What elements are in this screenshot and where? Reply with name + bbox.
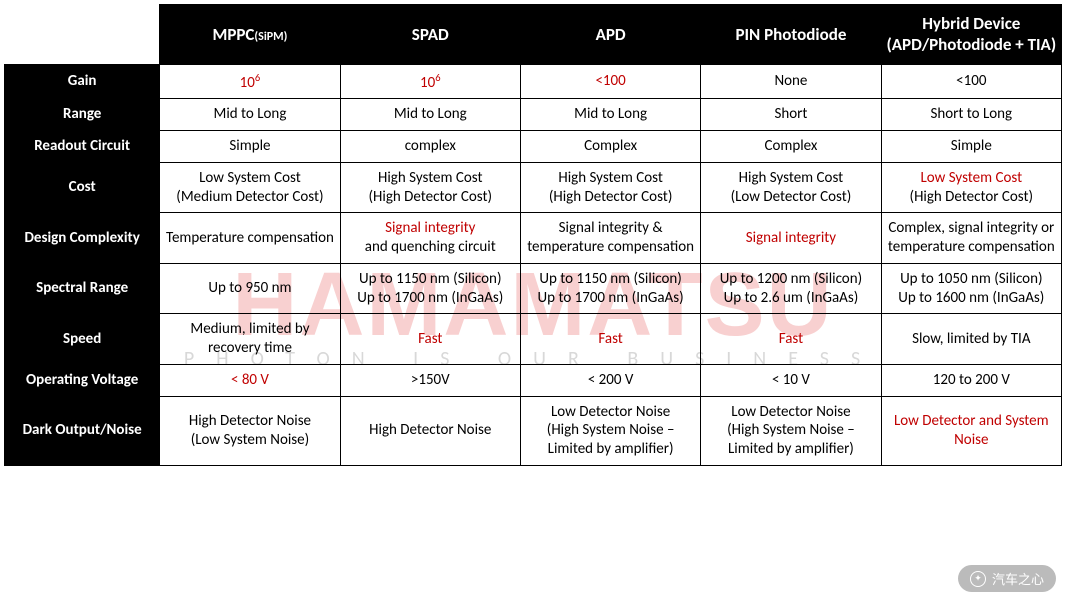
table-cell: 106	[160, 64, 340, 99]
table-cell: < 200 V	[520, 364, 700, 396]
table-cell: Mid to Long	[340, 99, 520, 131]
table-cell: Mid to Long	[160, 99, 340, 131]
table-cell: High System Cost(Low Detector Cost)	[701, 162, 881, 213]
table-cell: Complex	[520, 131, 700, 163]
table-cell: Up to 950 nm	[160, 263, 340, 314]
table-body: Gain106106<100None<100RangeMid to LongMi…	[5, 64, 1062, 465]
table-cell: Low Detector Noise(High System Noise – L…	[520, 396, 700, 465]
table-cell: <100	[881, 64, 1061, 99]
table-cell: Mid to Long	[520, 99, 700, 131]
table-row: RangeMid to LongMid to LongMid to LongSh…	[5, 99, 1062, 131]
table-cell: Complex	[701, 131, 881, 163]
table-cell: None	[701, 64, 881, 99]
table-cell: Slow, limited by TIA	[881, 314, 1061, 365]
table-cell: High Detector Noise	[340, 396, 520, 465]
table-row: Operating Voltage< 80 V>150V< 200 V< 10 …	[5, 364, 1062, 396]
row-label: Gain	[5, 64, 160, 99]
table-cell: Fast	[340, 314, 520, 365]
table-cell: 120 to 200 V	[881, 364, 1061, 396]
table-cell: Low Detector and System Noise	[881, 396, 1061, 465]
table-cell: High Detector Noise(Low System Noise)	[160, 396, 340, 465]
row-label: Readout Circuit	[5, 131, 160, 163]
table-cell: >150V	[340, 364, 520, 396]
row-label: Spectral Range	[5, 263, 160, 314]
table-cell: Complex, signal integrity or temperature…	[881, 213, 1061, 264]
column-header: MPPC(SiPM)	[160, 5, 340, 65]
table-cell: Temperature compensation	[160, 213, 340, 264]
table-row: CostLow System Cost(Medium Detector Cost…	[5, 162, 1062, 213]
table-cell: Simple	[160, 131, 340, 163]
table-cell: <100	[520, 64, 700, 99]
table-cell: Simple	[881, 131, 1061, 163]
column-header: Hybrid Device (APD/Photodiode + TIA)	[881, 5, 1061, 65]
column-header: APD	[520, 5, 700, 65]
row-label: Dark Output/Noise	[5, 396, 160, 465]
table-cell: Medium, limited by recovery time	[160, 314, 340, 365]
table-cell: Signal integrity	[701, 213, 881, 264]
column-header: SPAD	[340, 5, 520, 65]
source-badge: ✦ 汽车之心	[958, 565, 1056, 592]
row-label: Cost	[5, 162, 160, 213]
table-row: SpeedMedium, limited by recovery timeFas…	[5, 314, 1062, 365]
table-cell: Short to Long	[881, 99, 1061, 131]
table-cell: < 80 V	[160, 364, 340, 396]
table-cell: Signal integrity & temperature compensat…	[520, 213, 700, 264]
header-corner	[5, 5, 160, 65]
table-cell: Signal integrityand quenching circuit	[340, 213, 520, 264]
table-cell: High System Cost(High Detector Cost)	[340, 162, 520, 213]
badge-icon: ✦	[970, 571, 986, 587]
table-row: Spectral RangeUp to 950 nmUp to 1150 nm …	[5, 263, 1062, 314]
table-row: Readout CircuitSimplecomplexComplexCompl…	[5, 131, 1062, 163]
table-cell: Up to 1150 nm (Silicon)Up to 1700 nm (In…	[340, 263, 520, 314]
table-header: MPPC(SiPM)SPADAPDPIN PhotodiodeHybrid De…	[5, 5, 1062, 65]
table-cell: Up to 1200 nm (Silicon)Up to 2.6 um (InG…	[701, 263, 881, 314]
row-label: Range	[5, 99, 160, 131]
badge-text: 汽车之心	[992, 569, 1044, 588]
table-row: Dark Output/NoiseHigh Detector Noise(Low…	[5, 396, 1062, 465]
row-label: Operating Voltage	[5, 364, 160, 396]
table-cell: < 10 V	[701, 364, 881, 396]
comparison-table: MPPC(SiPM)SPADAPDPIN PhotodiodeHybrid De…	[4, 4, 1062, 466]
table-cell: Low System Cost(High Detector Cost)	[881, 162, 1061, 213]
table-cell: complex	[340, 131, 520, 163]
table-cell: High System Cost(High Detector Cost)	[520, 162, 700, 213]
table-cell: Fast	[520, 314, 700, 365]
table-row: Design ComplexityTemperature compensatio…	[5, 213, 1062, 264]
table-cell: Up to 1050 nm (Silicon)Up to 1600 nm (In…	[881, 263, 1061, 314]
table-cell: Up to 1150 nm (Silicon)Up to 1700 nm (In…	[520, 263, 700, 314]
column-header: PIN Photodiode	[701, 5, 881, 65]
table-cell: 106	[340, 64, 520, 99]
table-cell: Low System Cost(Medium Detector Cost)	[160, 162, 340, 213]
table-cell: Fast	[701, 314, 881, 365]
row-label: Speed	[5, 314, 160, 365]
row-label: Design Complexity	[5, 213, 160, 264]
table-row: Gain106106<100None<100	[5, 64, 1062, 99]
table-cell: Low Detector Noise(High System Noise – L…	[701, 396, 881, 465]
table-cell: Short	[701, 99, 881, 131]
